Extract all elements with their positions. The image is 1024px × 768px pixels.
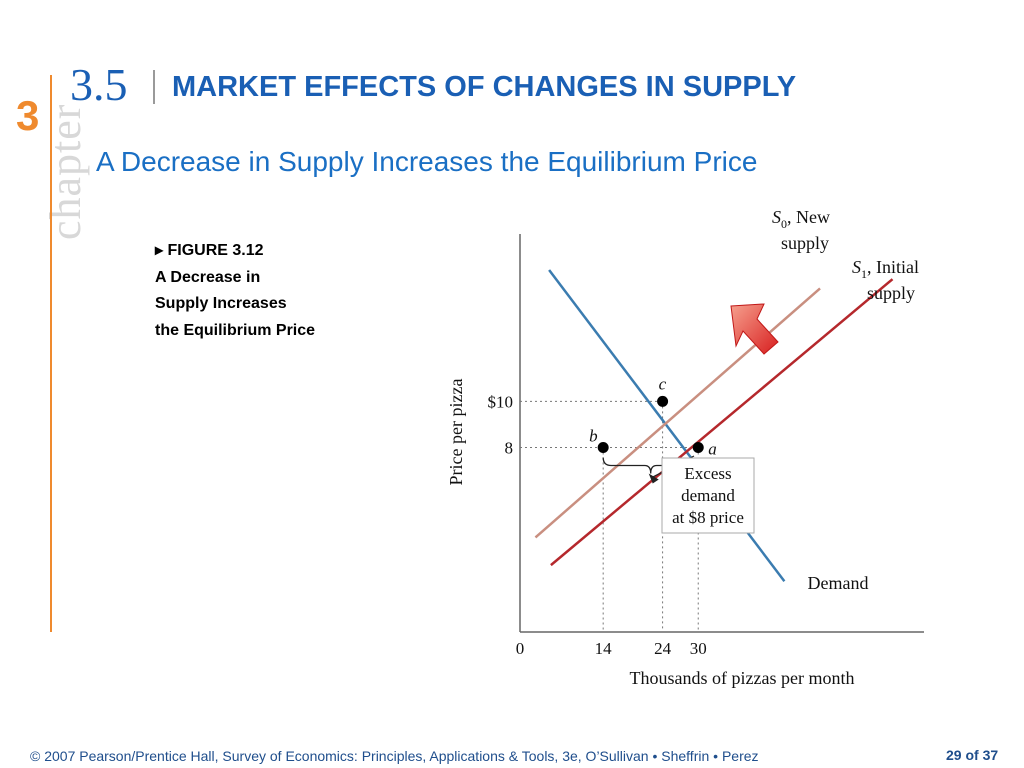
point-label-a: a	[708, 440, 717, 459]
point-a	[692, 442, 704, 454]
excess-demand-text: demand	[681, 486, 735, 505]
shift-arrow	[730, 303, 779, 355]
sidebar-rule	[50, 75, 52, 632]
new-supply-label-line2: supply	[781, 233, 829, 253]
section-number: 3.5	[70, 59, 128, 110]
x-tick-label: 0	[516, 639, 525, 658]
x-tick-label: 30	[690, 639, 707, 658]
new-supply-label-line1: S0, New	[772, 207, 830, 231]
callout-arrowhead	[648, 473, 659, 484]
caption-line: the Equilibrium Price	[155, 321, 316, 339]
slide-title: MARKET EFFECTS OF CHANGES IN SUPPLY	[172, 71, 797, 103]
initial-supply-label-line1: S1, Initial	[852, 257, 919, 281]
point-c	[657, 395, 669, 407]
page-number: 29 of 37	[946, 747, 999, 763]
caption-line: ▸ FIGURE 3.12	[155, 242, 264, 259]
title-separator	[153, 70, 155, 104]
x-axis-label: Thousands of pizzas per month	[630, 668, 855, 688]
excess-demand-text: at $8 price	[672, 508, 744, 527]
series-line-1	[534, 287, 821, 539]
point-label-b: b	[589, 427, 598, 446]
y-axis-label: Price per pizza	[446, 379, 466, 486]
footer-copyright: © 2007 Pearson/Prentice Hall, Survey of …	[30, 748, 759, 764]
caption-line: Supply Increases	[155, 295, 287, 312]
point-b	[597, 442, 609, 454]
y-tick-label: $10	[488, 392, 514, 411]
demand-label: Demand	[808, 573, 869, 593]
y-tick-label: 8	[505, 439, 514, 458]
point-label-c: c	[659, 374, 667, 393]
excess-demand-text: Excess	[684, 464, 731, 483]
caption-line: A Decrease in	[155, 268, 261, 286]
excess-demand-box	[661, 457, 755, 534]
chapter-marker: chapter 3	[6, 90, 90, 250]
supply-demand-chart: 0 14 24 30 8 $10 a b c Excess demand at $8 price De…	[446, 207, 924, 688]
x-tick-label: 14	[595, 639, 613, 658]
figure-caption: ▸ FIGURE 3.12 A Decrease in Supply Incre…	[155, 238, 315, 344]
series-line-2	[550, 278, 894, 567]
x-tick-label: 24	[654, 639, 672, 658]
slide-subtitle: A Decrease in Supply Increases the Equil…	[96, 146, 758, 177]
chapter-number: 3	[16, 92, 40, 139]
initial-supply-label-line2: supply	[867, 283, 915, 303]
